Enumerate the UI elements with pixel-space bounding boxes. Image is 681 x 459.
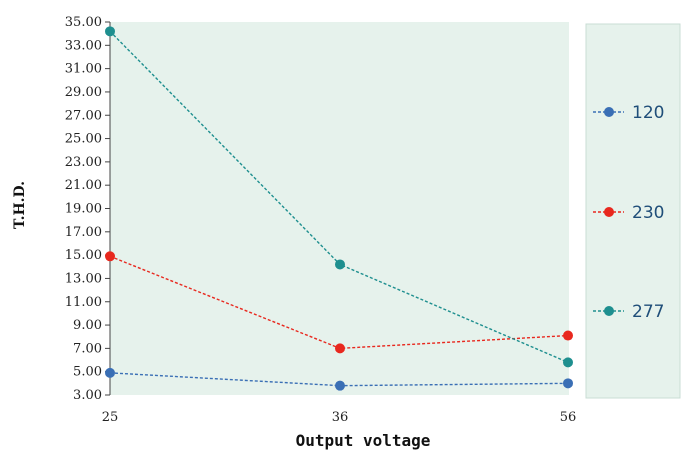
legend-label: 277 [632,302,664,322]
data-point-277 [563,357,573,368]
y-tick-label: 7.00 [73,341,102,356]
x-tick-label: 36 [332,410,349,425]
data-point-230 [563,330,573,341]
y-tick-label: 23.00 [65,155,102,170]
x-tick-label: 56 [560,410,577,425]
data-point-120 [563,378,573,389]
y-axis-ticks: 3.00 5.00 7.00 9.00 11.00 13.00 15.00 17.00 19.0… [65,15,110,403]
legend: 120 230 277 [593,103,664,322]
y-tick-label: 27.00 [65,108,102,123]
plot-area [110,22,569,395]
y-tick-label: 33.00 [65,38,102,53]
data-point-277 [105,26,115,37]
legend-marker [604,207,614,217]
data-point-120 [335,380,345,391]
y-tick-label: 21.00 [65,178,102,193]
legend-marker [604,306,614,316]
y-tick-label: 35.00 [65,15,102,30]
x-axis-title: Output voltage [296,431,431,450]
legend-marker [604,107,614,117]
y-tick-label: 3.00 [73,388,102,403]
y-tick-label: 13.00 [65,271,102,286]
legend-label: 120 [632,103,664,123]
y-tick-label: 9.00 [73,318,102,333]
y-tick-label: 29.00 [65,85,102,100]
data-point-230 [105,251,115,262]
y-tick-label: 15.00 [65,248,102,263]
y-tick-label: 11.00 [65,295,102,310]
data-point-277 [335,259,345,270]
y-axis-title: T.H.D. [12,181,28,229]
y-tick-label: 17.00 [65,225,102,240]
y-tick-label: 31.00 [65,62,102,77]
y-tick-label: 5.00 [73,365,102,380]
x-axis-ticks: 25 36 56 [102,410,577,425]
x-tick-label: 25 [102,410,119,425]
data-point-120 [105,367,115,378]
y-tick-label: 25.00 [65,132,102,147]
legend-box [585,23,681,399]
data-point-230 [335,343,345,354]
legend-label: 230 [632,203,664,223]
y-tick-label: 19.00 [65,202,102,217]
series-lines [105,26,573,391]
